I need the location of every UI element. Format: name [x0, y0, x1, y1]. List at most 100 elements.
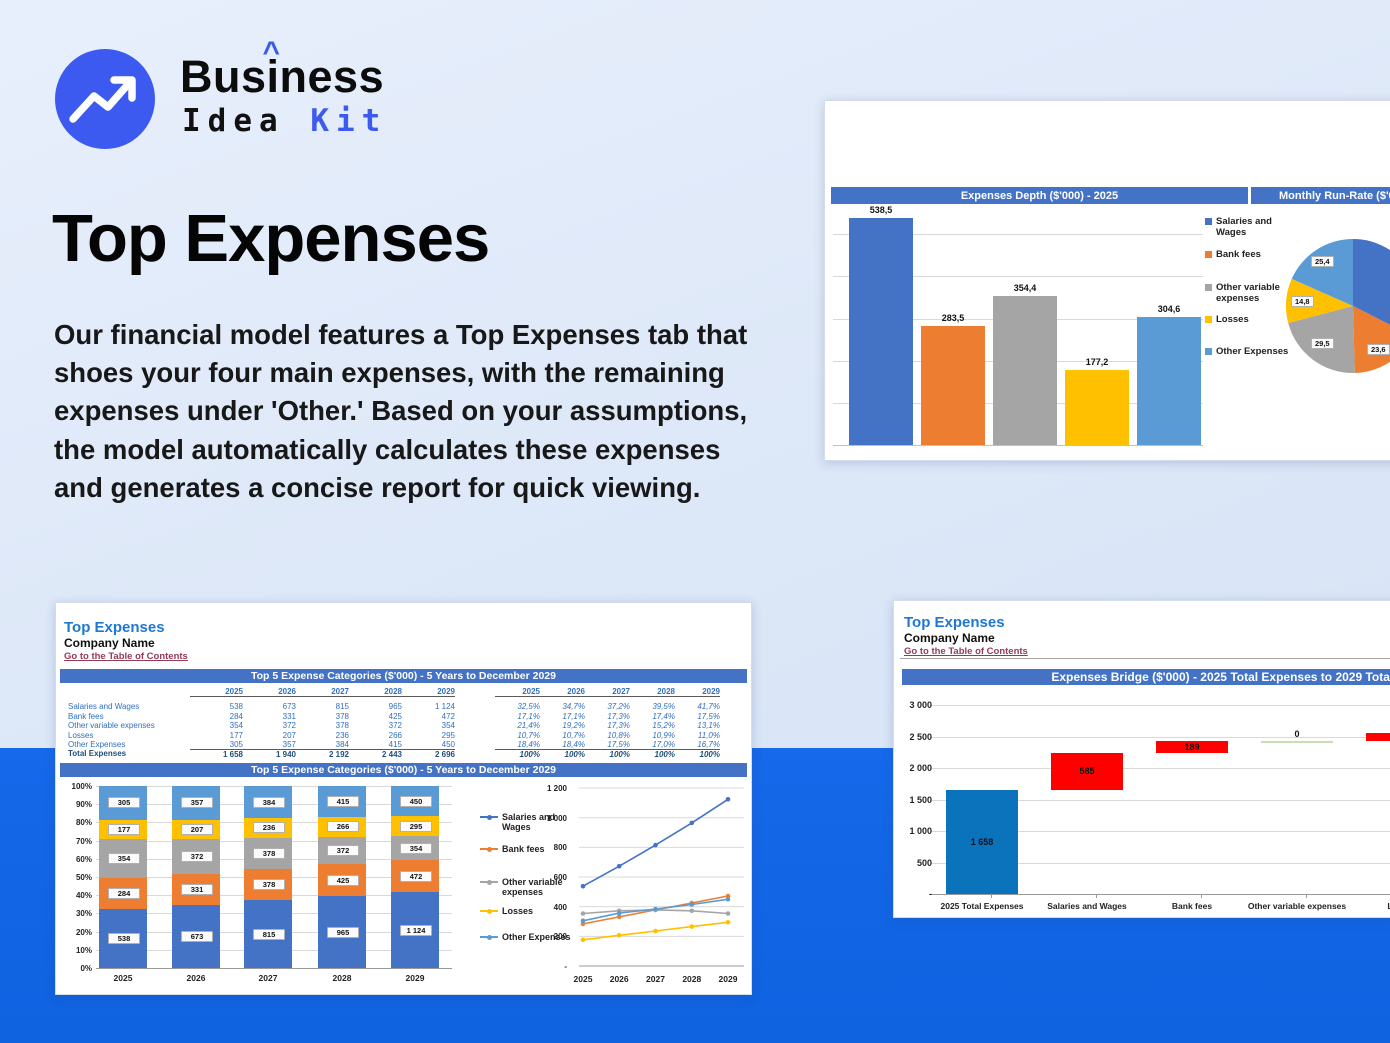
legend-item: Bank fees — [480, 844, 572, 854]
x-axis-tick — [1095, 894, 1097, 898]
table-cell: 965 — [388, 702, 402, 712]
table-cell: 372 — [388, 721, 402, 731]
table-cell: 100% — [630, 749, 675, 759]
divider — [900, 658, 1390, 659]
y-tick-label: 100% — [71, 782, 92, 791]
trend-arrow-icon — [69, 76, 136, 123]
y-tick-label: 30% — [75, 909, 92, 919]
table-cell: Other variable expenses — [68, 721, 155, 731]
segment-value-label: 384 — [253, 796, 285, 808]
legend-marker — [480, 814, 498, 820]
x-tick-label: 2026 — [186, 973, 206, 983]
monthly-runrate-pie-chart: 23,6 29,5 14,8 25,4 — [1280, 233, 1390, 403]
table-cell: Total Expenses — [68, 749, 127, 759]
table-cell: 305 — [229, 740, 243, 750]
table-cell — [455, 712, 495, 721]
table-cell: 19,2% — [562, 721, 585, 731]
table-cell: 17,1% — [562, 711, 585, 721]
table-cell: 17,1% — [517, 711, 540, 721]
table-cell: 39,5% — [652, 702, 675, 712]
table-cell: 2027 — [585, 687, 630, 698]
table-of-contents-link[interactable]: Go to the Table of Contents — [904, 646, 1028, 657]
segment-value-label: 378 — [253, 879, 285, 891]
sheet-title: Top Expenses — [904, 614, 1005, 631]
gridline — [96, 968, 452, 969]
table-cell: 18,4% — [517, 740, 540, 750]
screenshot-expenses-depth-runrate: Expenses Depth ($'000) - 2025 Monthly Ru… — [824, 100, 1390, 461]
segment-value-label: 177 — [108, 823, 140, 835]
y-tick-label: 1 200 — [546, 784, 567, 793]
legend-label: Other Expenses — [1216, 346, 1289, 357]
segment-value-label: 378 — [253, 847, 285, 859]
table-cell: 10,8% — [607, 730, 630, 740]
table-cell — [68, 687, 190, 697]
waterfall-value-label: 118 — [1366, 732, 1390, 742]
table-cell: 415 — [388, 740, 402, 750]
segment-value-label: 354 — [108, 852, 140, 864]
table-cell: 32,5% — [517, 702, 540, 712]
segment-value-label: 425 — [327, 874, 359, 886]
table-cell: 384 — [335, 740, 349, 750]
bar-value-label: 177,2 — [1085, 357, 1109, 368]
y-tick-label: 1 000 — [909, 826, 932, 836]
table-cell: 11,0% — [697, 730, 720, 740]
gridline — [930, 799, 1390, 801]
top5-expense-table: 2025 2026 2027 2028 2029 2025 2026 2027 2028 2029… — [68, 687, 720, 760]
brand-line2: Idea Kit — [182, 103, 388, 139]
gridline — [930, 705, 1390, 706]
table-cell: 13,1% — [697, 721, 720, 731]
x-tick-label: 2029 — [718, 974, 738, 984]
segment-value-label: 965 — [327, 926, 359, 938]
bar — [1065, 370, 1129, 445]
table-cell: 41,7% — [697, 702, 720, 712]
company-name: Company Name — [64, 636, 155, 650]
pie-slice-label: 29,5 — [1311, 338, 1334, 349]
y-tick-label: 50% — [75, 873, 92, 882]
bridge-header: Expenses Bridge ($'000) - 2025 Total Exp… — [902, 669, 1390, 685]
x-axis-tick — [1200, 894, 1202, 898]
y-tick-label: 500 — [916, 857, 932, 868]
logo-trend-circle — [55, 49, 155, 149]
x-axis-tick — [1305, 894, 1307, 898]
x-tick-label: 2025 — [573, 974, 593, 984]
table-cell: 2 443 — [349, 749, 402, 759]
legend-item: Other variable expenses — [1205, 282, 1305, 304]
x-axis-tick — [990, 894, 992, 898]
table-cell: 2025 — [495, 687, 540, 698]
table-cell: 17,3% — [607, 711, 630, 721]
waterfall-bar — [946, 789, 1018, 894]
y-tick-label: 40% — [75, 891, 92, 901]
x-tick-label: 2027 — [258, 973, 278, 983]
x-tick-label: 2026 — [609, 974, 629, 984]
pie-svg — [1285, 239, 1390, 374]
table-cell: 17,5% — [607, 740, 630, 750]
sheet-title: Top Expenses — [64, 619, 165, 636]
table-of-contents-link[interactable]: Go to the Table of Contents — [64, 651, 188, 662]
bridge-waterfall-chart: 1 658 585 189 0 118 — [930, 701, 1390, 898]
legend-item: Salaries and Wages — [480, 812, 572, 832]
waterfall-bar — [1366, 733, 1390, 741]
y-tick-label: - — [929, 889, 932, 899]
gridline — [930, 831, 1390, 832]
monthly-runrate-header: Monthly Run-Rate ($'000) - 2025 — [1251, 187, 1390, 204]
axis-line — [833, 445, 1203, 446]
table-cell: 17,5% — [697, 711, 720, 721]
table-cell: 100% — [585, 749, 630, 759]
legend-item: Other Expenses — [480, 932, 572, 942]
bar-value-label: 283,5 — [941, 312, 965, 323]
segment-value-label: 305 — [108, 797, 140, 809]
table-cell: 354 — [441, 721, 455, 731]
waterfall-flat-bar — [1261, 740, 1333, 744]
table-cell: 100% — [675, 749, 720, 759]
line-chart-svg — [579, 787, 744, 967]
legend-item: Losses — [1205, 314, 1305, 326]
gridline — [930, 862, 1390, 864]
logo[interactable]: Busi ^ ness Idea Kit — [55, 36, 475, 165]
segment-value-label: 372 — [181, 850, 213, 862]
table-cell: 425 — [388, 711, 402, 721]
legend-label: Other Expenses — [502, 932, 571, 942]
x-tick-label: 2028 — [332, 973, 352, 983]
x-tick-label: Bank fees — [1171, 901, 1213, 911]
y-tick-label: 1 000 — [546, 813, 567, 823]
table-cell: 673 — [282, 702, 296, 712]
